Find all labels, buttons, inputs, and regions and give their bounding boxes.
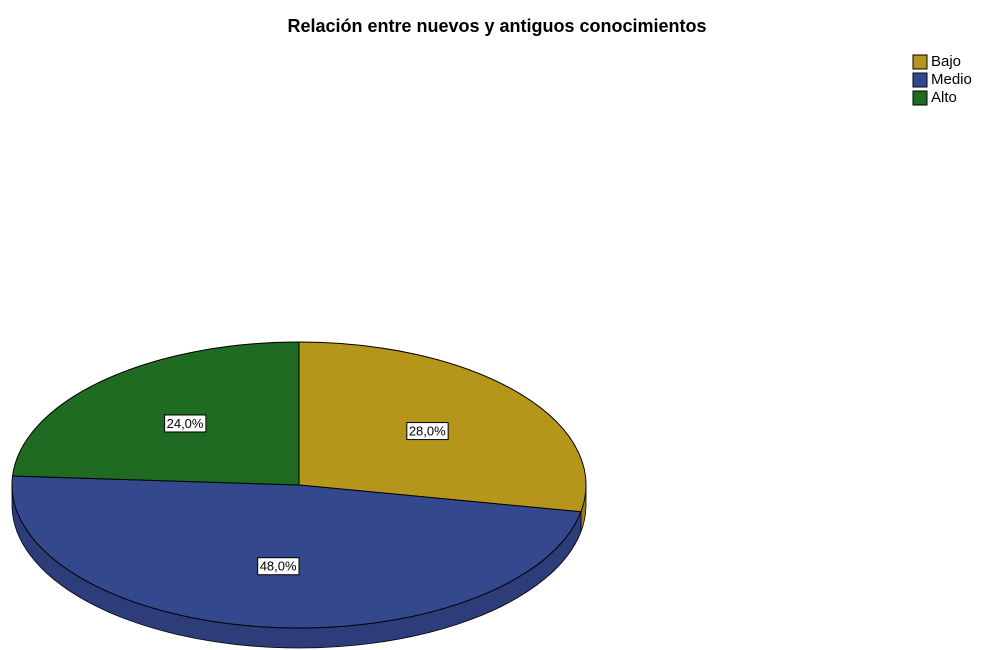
legend-label: Bajo bbox=[931, 53, 961, 70]
slice bbox=[11, 475, 582, 629]
value-label-box bbox=[406, 422, 449, 441]
value-label: 24,0% bbox=[167, 416, 204, 431]
legend-swatch bbox=[912, 54, 928, 70]
legend-label: Medio bbox=[931, 71, 972, 88]
value-label-box bbox=[164, 414, 207, 433]
value-label: 48,0% bbox=[260, 559, 297, 574]
chart-title: Relación entre nuevos y antiguos conocim… bbox=[287, 16, 706, 36]
value-label-box bbox=[257, 557, 300, 576]
value-label: 28,0% bbox=[409, 424, 446, 439]
legend-swatch bbox=[912, 90, 928, 106]
legend-swatch bbox=[912, 72, 928, 88]
legend-label: Alto bbox=[931, 89, 957, 106]
slice bbox=[12, 341, 300, 486]
